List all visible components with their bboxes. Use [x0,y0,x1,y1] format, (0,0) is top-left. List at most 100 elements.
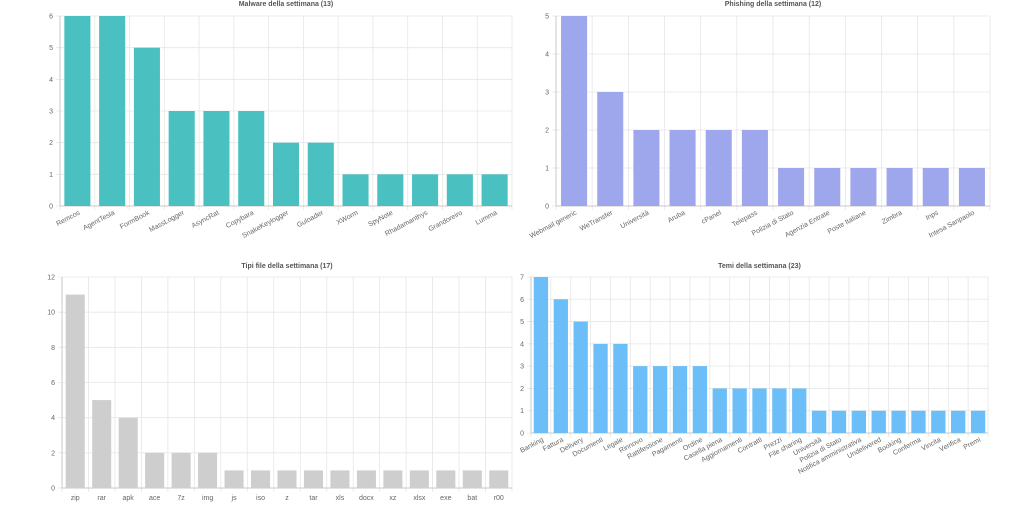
filetypes-bar[interactable] [251,470,271,488]
malware-chart-panel: Malware della settimana (13) 0 1 2 3 4 5 6 Remco… [0,0,513,262]
filetypes-bar[interactable] [224,470,244,488]
filetypes-chart-title: Tipi file della settimana (17) [241,263,332,270]
malware-bar[interactable] [307,142,334,206]
themes-bar[interactable] [692,366,708,433]
phishing-bar[interactable] [778,168,805,206]
phishing-bar[interactable] [958,168,985,206]
filetypes-x-tick-label: docx [359,495,374,502]
themes-bar[interactable] [931,410,946,433]
filetypes-x-tick-label: iso [256,495,265,502]
themes-y-tick-label: 7 [520,275,524,282]
filetypes-bar[interactable] [436,470,456,488]
filetypes-bar[interactable] [145,452,165,488]
malware-bar[interactable] [203,111,230,206]
filetypes-bar[interactable] [383,470,403,488]
themes-bar[interactable] [573,321,588,433]
phishing-x-tick-label: Università [620,210,651,231]
filetypes-x-tick-label: xlsx [413,495,426,502]
themes-y-tick-label: 4 [520,341,524,348]
filetypes-bar[interactable] [198,452,218,488]
filetypes-bar[interactable] [171,452,191,488]
phishing-y-tick-label: 0 [545,204,549,211]
phishing-x-tick-label: Aruba [667,210,687,225]
phishing-bar[interactable] [705,130,732,206]
phishing-bar[interactable] [633,130,660,206]
filetypes-chart-svg: Tipi file della settimana (17) 0 2 4 6 8 10 12 z… [47,263,513,502]
phishing-bar[interactable] [669,130,696,206]
phishing-x-tick-label: Zimbra [881,210,904,226]
themes-bar[interactable] [712,388,727,433]
themes-y-tick-label: 1 [520,408,524,415]
phishing-y-tick-label: 3 [545,90,549,97]
filetypes-bar[interactable] [65,294,85,488]
phishing-bar[interactable] [561,16,588,206]
malware-bar[interactable] [168,111,195,206]
phishing-bar[interactable] [886,168,913,206]
themes-bar[interactable] [772,388,787,433]
themes-y-tick-label: 5 [520,319,524,326]
malware-bar[interactable] [238,111,265,206]
malware-bar[interactable] [342,174,369,206]
filetypes-bar[interactable] [489,470,509,488]
filetypes-y-tick-label: 8 [51,345,55,352]
themes-x-tick-label: Premi [963,436,983,451]
filetypes-y-tick-label: 6 [51,380,55,387]
themes-x-tick-label: Banking [519,437,545,455]
themes-chart-panel: Temi della settimana (23) 0 1 2 3 4 5 6 7 Banking… [512,262,1024,524]
malware-y-tick-label: 4 [49,77,53,84]
themes-bar[interactable] [593,343,608,433]
phishing-bar[interactable] [597,92,624,206]
filetypes-bar[interactable] [92,400,112,488]
filetypes-bar[interactable] [462,470,482,488]
filetypes-x-tick-label: xz [389,495,397,502]
themes-bar[interactable] [732,388,747,433]
themes-bar[interactable] [652,366,668,433]
themes-chart-title: Temi della settimana (23) [718,263,801,270]
themes-bar[interactable] [633,366,648,433]
themes-bar[interactable] [891,410,906,433]
filetypes-bar[interactable] [330,470,350,488]
filetypes-bar[interactable] [277,470,297,488]
phishing-bar[interactable] [814,168,841,206]
malware-bar[interactable] [412,174,439,206]
malware-bar[interactable] [446,174,473,206]
filetypes-y-tick-label: 0 [51,486,55,493]
themes-bar[interactable] [811,410,827,433]
filetypes-bar[interactable] [303,470,323,488]
filetypes-bar[interactable] [409,470,429,488]
malware-bar[interactable] [99,16,126,206]
themes-bar[interactable] [851,410,867,433]
themes-bar[interactable] [970,410,986,433]
malware-bar[interactable] [272,142,300,206]
themes-bar[interactable] [613,343,628,433]
themes-bar[interactable] [752,388,767,433]
phishing-bar[interactable] [922,168,949,206]
themes-bar[interactable] [672,366,688,433]
themes-y-tick-label: 6 [520,297,524,304]
malware-bar[interactable] [64,16,91,206]
malware-x-tick-label: Lumma [475,210,499,227]
malware-x-tick-label: FormBook [119,209,151,231]
themes-bar[interactable] [533,277,549,433]
malware-y-tick-label: 2 [49,140,53,147]
malware-bar[interactable] [377,174,404,206]
themes-bar[interactable] [871,410,886,433]
filetypes-y-tick-label: 4 [51,415,55,422]
themes-bar[interactable] [553,299,568,433]
phishing-y-tick-label: 5 [545,14,549,21]
phishing-bar[interactable] [850,168,877,206]
themes-bar[interactable] [792,388,807,433]
malware-x-tick-label: Copybara [225,210,255,230]
phishing-x-tick-label: WeTransfer [579,209,615,232]
malware-chart-svg: Malware della settimana (13) 0 1 2 3 4 5 6 Remco… [49,1,513,240]
themes-bar[interactable] [951,410,966,433]
filetypes-bar[interactable] [118,417,138,488]
themes-chart-svg: Temi della settimana (23) 0 1 2 3 4 5 6 7 Banking… [519,263,989,476]
filetypes-bar[interactable] [356,470,376,488]
filetypes-x-tick-label: 7z [177,495,185,502]
malware-bar[interactable] [133,47,160,206]
themes-bar[interactable] [911,410,926,433]
phishing-bar[interactable] [741,130,768,206]
themes-bar[interactable] [831,410,847,433]
malware-bar[interactable] [481,174,508,206]
